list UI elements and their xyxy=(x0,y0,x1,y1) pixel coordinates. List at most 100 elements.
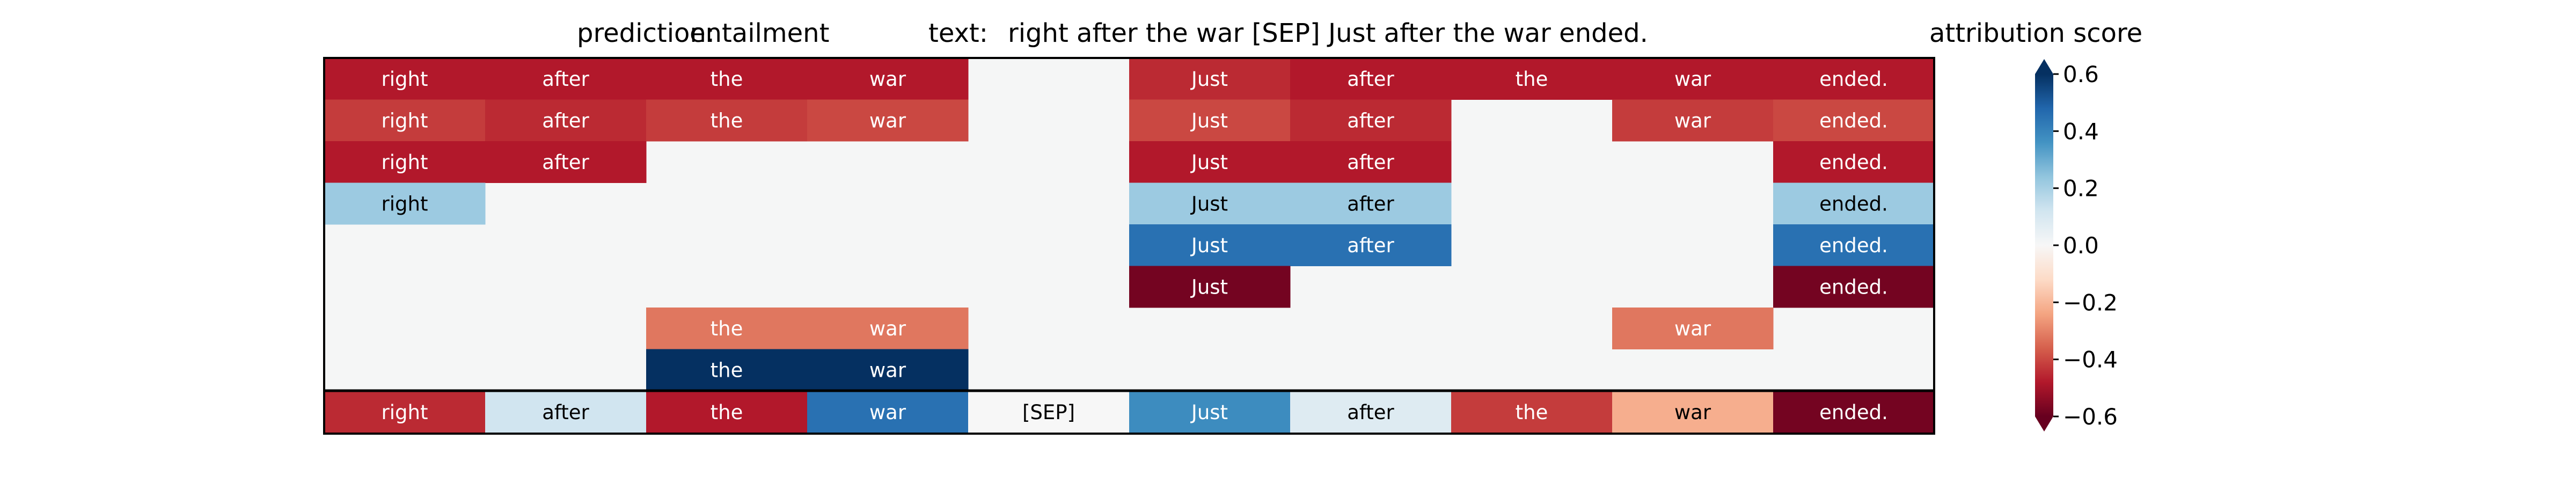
heatmap-row-7-cell xyxy=(807,308,969,349)
colorbar-body xyxy=(2035,74,2053,416)
heatmap-row-2-cell xyxy=(807,99,969,142)
heatmap-row-3-token-label: after xyxy=(1347,151,1394,174)
heatmap-row-2-token-label: war xyxy=(869,109,906,132)
total-row-token-label: [SEP] xyxy=(1022,401,1075,424)
total-row-token-label: right xyxy=(382,401,428,424)
total-row-cell xyxy=(1290,391,1452,434)
heatmap-row-2-cell xyxy=(1773,99,1935,142)
heatmap-row-5-token-label: after xyxy=(1347,234,1394,257)
heatmap-row-8-cell xyxy=(807,349,969,391)
heatmap-row-2-token-label: right xyxy=(382,109,428,132)
total-row-cell xyxy=(324,391,486,434)
colorbar-tick-label: −0.2 xyxy=(2063,289,2118,316)
heatmap-row-5-cell xyxy=(1129,224,1291,266)
colorbar-tick-label: 0.4 xyxy=(2063,118,2099,144)
heatmap-row-2-token-label: war xyxy=(1674,109,1711,132)
total-row-cell xyxy=(968,391,1130,434)
heatmap-row-2-token-label: ended. xyxy=(1819,109,1888,132)
heatmap-total-row: right after the war [SEP] Just after the war ende… xyxy=(324,391,1935,434)
total-row-token-label: after xyxy=(542,401,589,424)
heatmap-row-8-token-label: the xyxy=(711,358,743,382)
total-row-token-label: the xyxy=(1516,401,1548,424)
heatmap-row-5-token-label: Just xyxy=(1190,234,1228,257)
total-row-token-label: Just xyxy=(1190,401,1228,424)
heatmap-row-1-cell xyxy=(1612,58,1774,100)
heatmap-row-4-cell xyxy=(1290,182,1452,225)
total-row-token-label: war xyxy=(869,401,906,424)
heatmap-row-7-cell xyxy=(646,308,808,349)
heatmap-row-5-cell xyxy=(1773,224,1935,266)
heatmap-frame xyxy=(323,57,1935,435)
heatmap-row-3-cell xyxy=(485,141,647,183)
total-row-cell xyxy=(1129,391,1291,434)
heatmap-row-1-cell xyxy=(807,58,969,100)
colorbar-tick-label: 0.6 xyxy=(2063,61,2099,87)
heatmap-row-8-cell xyxy=(646,349,808,391)
chart-title: prediction: entailment text: right after… xyxy=(577,18,1648,48)
heatmap-row-1-cell xyxy=(324,58,486,100)
heatmap-row-3-token-label: after xyxy=(542,151,589,174)
heatmap-row-8-token-label: war xyxy=(869,358,906,382)
heatmap-row-1-token-label: Just xyxy=(1190,68,1228,91)
heatmap-row-1-cell xyxy=(1773,58,1935,100)
heatmap-row-4-token-label: ended. xyxy=(1819,192,1888,215)
heatmap-row-2-cell xyxy=(1129,99,1291,142)
prediction-value: entailment xyxy=(690,18,829,48)
heatmap-row-7-token-label: war xyxy=(869,317,906,340)
heatmap-row-7-token-label: war xyxy=(1674,317,1711,340)
heatmap-row-5-token-label: ended. xyxy=(1819,234,1888,257)
heatmap-row-4-token-label: Just xyxy=(1190,192,1228,215)
heatmap-row-2-cell xyxy=(1290,99,1452,142)
heatmap-row-4-cell xyxy=(1129,182,1291,225)
heatmap-row-7-token-label: the xyxy=(711,317,743,340)
heatmap-row-4-cell xyxy=(1773,182,1935,225)
text-value: right after the war [SEP] Just after the… xyxy=(1008,18,1648,48)
heatmap-row-5-cell xyxy=(1290,224,1452,266)
heatmap-row-4-cell xyxy=(324,182,486,225)
heatmap-row-1-token-label: war xyxy=(1674,68,1711,91)
heatmap-row-6-cell xyxy=(1129,266,1291,308)
heatmap-row-7-cell xyxy=(1612,308,1774,349)
heatmap-row-3-token-label: Just xyxy=(1190,151,1228,174)
heatmap-row-1-token-label: after xyxy=(1347,68,1394,91)
heatmap-row-2-token-label: Just xyxy=(1190,109,1228,132)
heatmap-grid: right after the war Just after the war ended. rig… xyxy=(324,58,1935,391)
heatmap-row-2-cell xyxy=(324,99,486,142)
heatmap-row-2-token-label: after xyxy=(542,109,589,132)
colorbar-min-extension xyxy=(2035,416,2053,431)
heatmap-row-6-token-label: Just xyxy=(1190,275,1228,298)
heatmap-row-3-cell xyxy=(1290,141,1452,183)
heatmap-row-2-cell xyxy=(1612,99,1774,142)
heatmap-row-1-cell xyxy=(1451,58,1613,100)
heatmap-row-1-token-label: the xyxy=(711,68,743,91)
heatmap-row-3-token-label: ended. xyxy=(1819,151,1888,174)
heatmap-row-6-token-label: ended. xyxy=(1819,275,1888,298)
colorbar-tick-label: −0.4 xyxy=(2063,347,2118,373)
colorbar-max-extension xyxy=(2035,59,2053,74)
colorbar: 0.6 0.4 0.2 0.0 −0.2 −0.4 −0.6 xyxy=(2035,59,2118,431)
heatmap-row-2-cell xyxy=(646,99,808,142)
total-row-cell xyxy=(1612,391,1774,434)
heatmap-row-4-token-label: after xyxy=(1347,192,1394,215)
total-row-cell xyxy=(646,391,808,434)
heatmap-row-1-token-label: war xyxy=(869,68,906,91)
total-row-cell xyxy=(1773,391,1935,434)
total-row-token-label: war xyxy=(1674,401,1711,424)
heatmap-row-1-cell xyxy=(646,58,808,100)
heatmap-row-1-token-label: ended. xyxy=(1819,68,1888,91)
total-row-cell xyxy=(1451,391,1613,434)
heatmap-row-1-cell xyxy=(1129,58,1291,100)
heatmap-row-1-token-label: the xyxy=(1516,68,1548,91)
heatmap-row-1-token-label: right xyxy=(382,68,428,91)
heatmap-row-6-cell xyxy=(1773,266,1935,308)
heatmap-row-3-token-label: right xyxy=(382,151,428,174)
total-row-cell xyxy=(807,391,969,434)
colorbar-tick-label: −0.6 xyxy=(2063,404,2118,430)
colorbar-title: attribution score xyxy=(1929,18,2142,48)
heatmap-row-2-token-label: after xyxy=(1347,109,1394,132)
colorbar-tick-label: 0.2 xyxy=(2063,175,2099,202)
heatmap-row-4-token-label: right xyxy=(382,192,428,215)
heatmap-row-2-token-label: the xyxy=(711,109,743,132)
total-row-token-label: ended. xyxy=(1819,401,1888,424)
